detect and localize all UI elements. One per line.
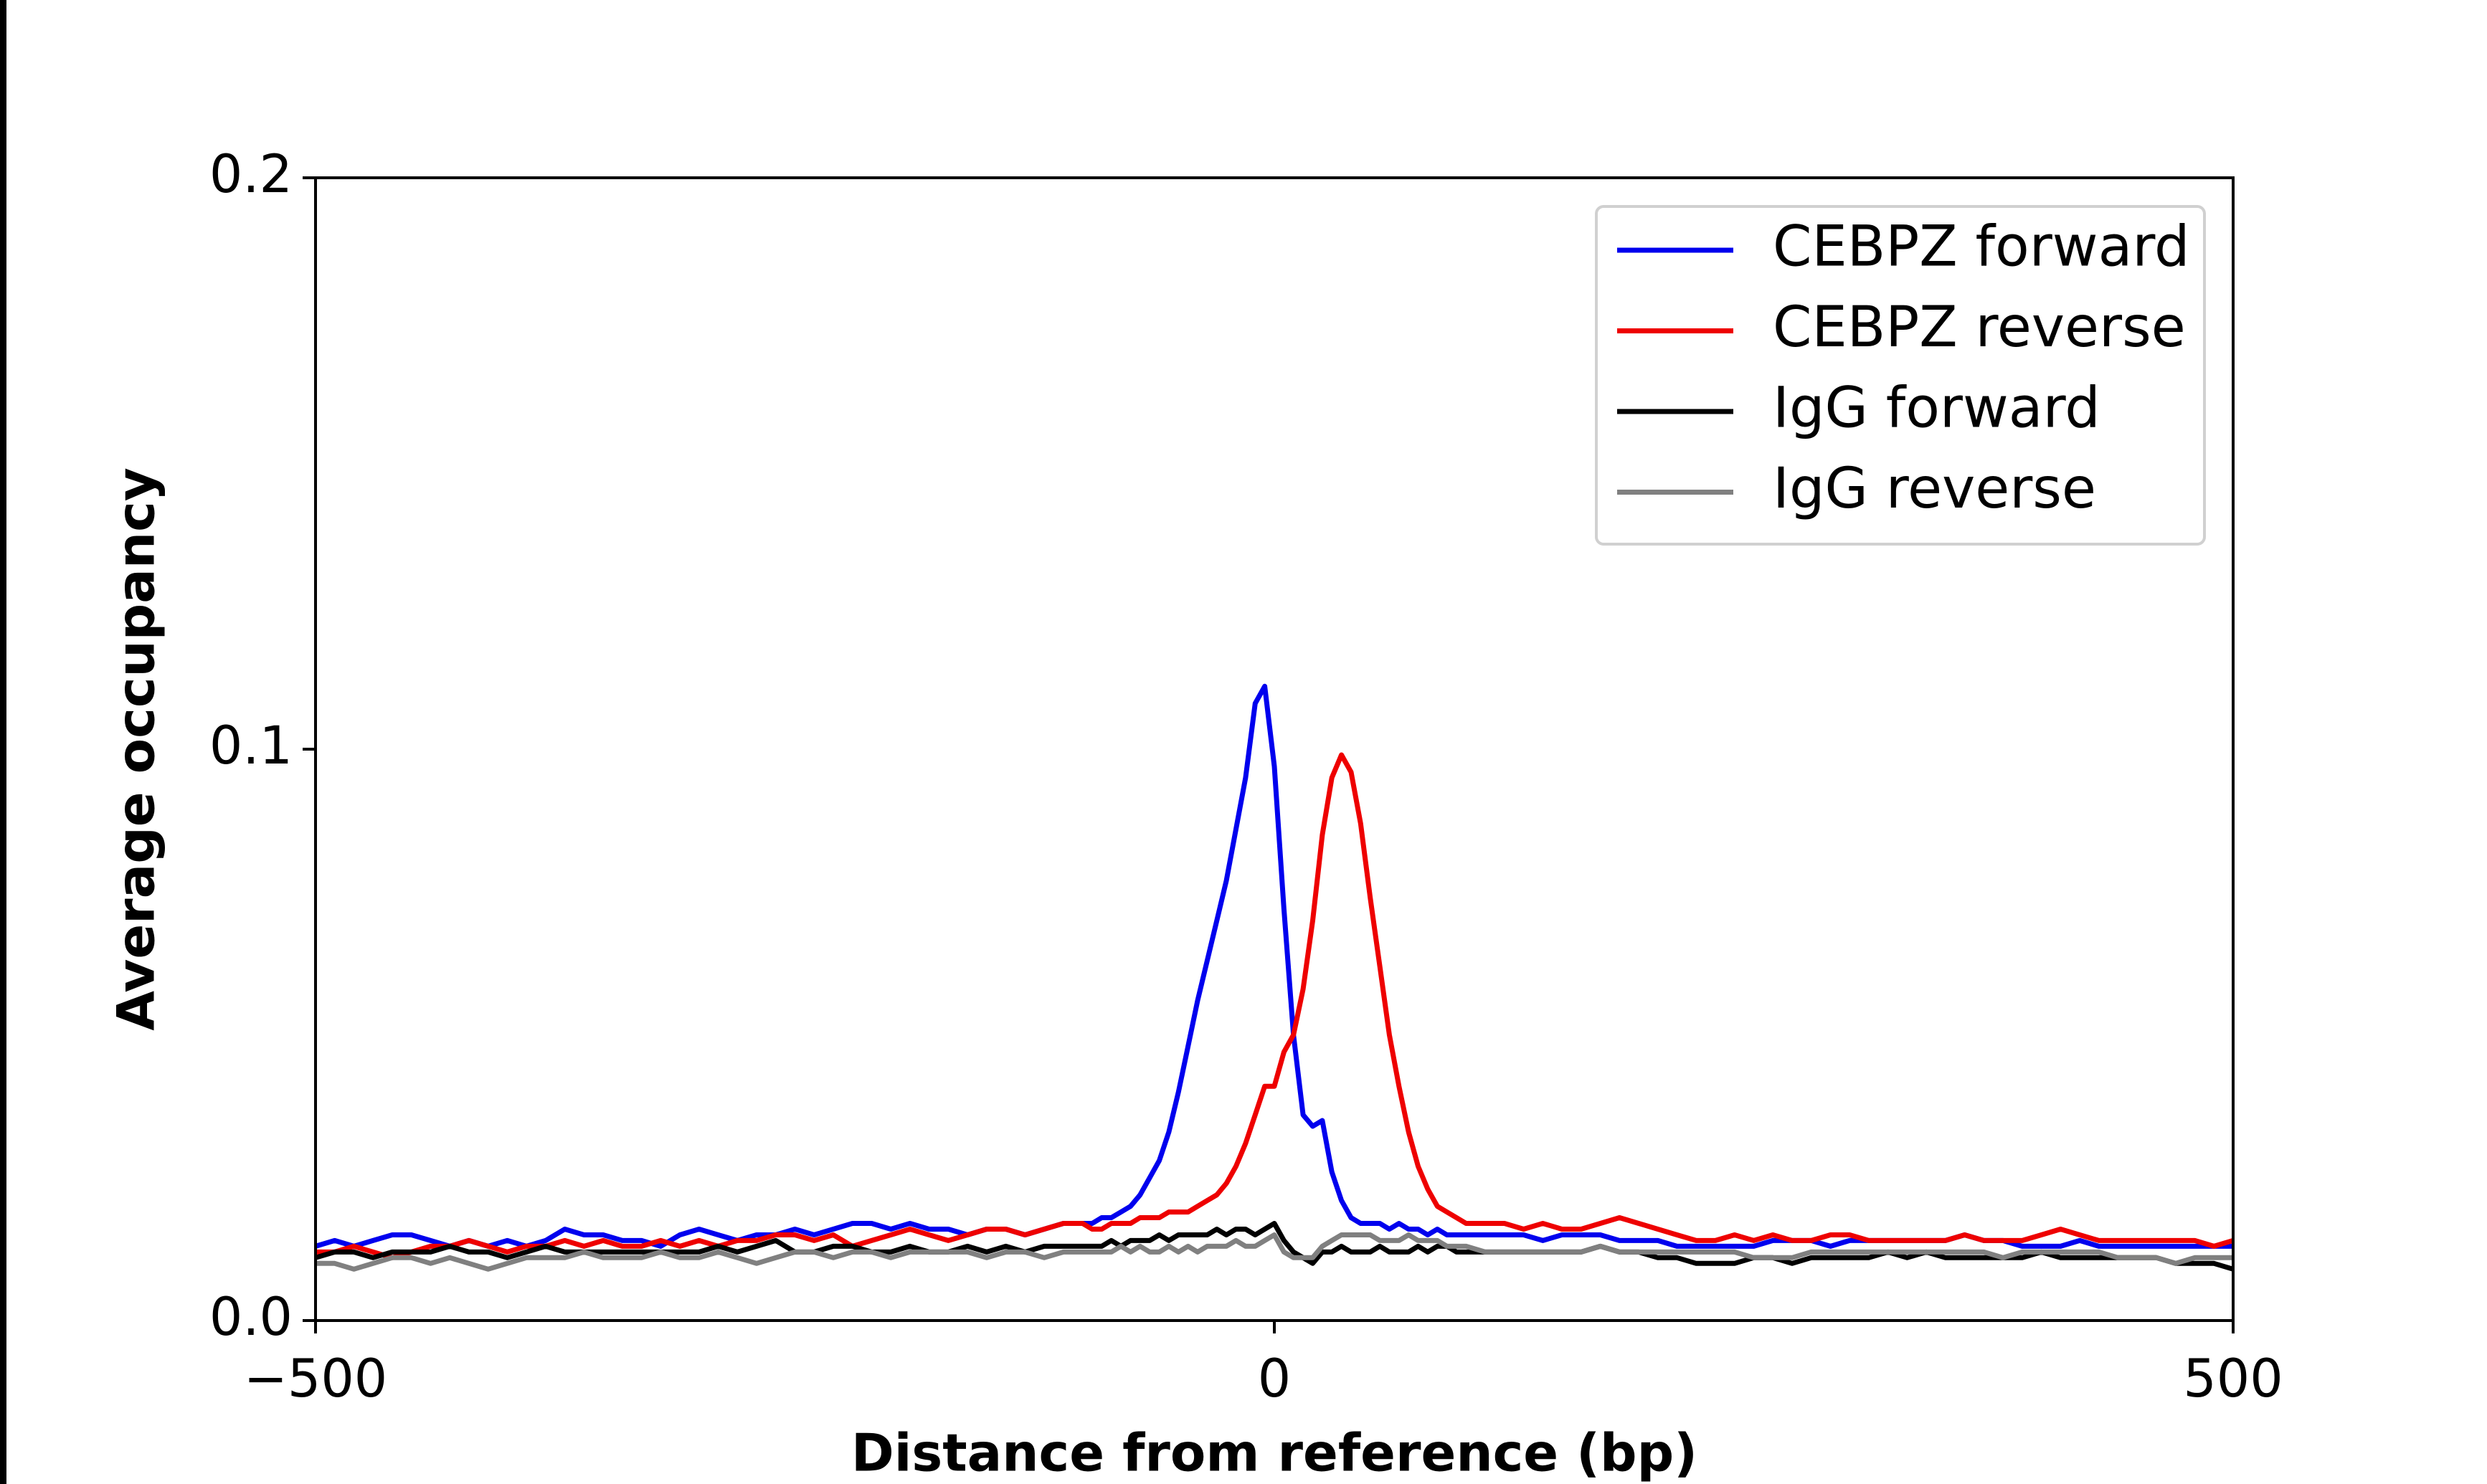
y-tick-label: 0.1 [209,715,293,776]
series-line [316,752,2235,1260]
x-axis-label: Distance from reference (bp) [851,1423,1697,1483]
edge-bar [0,0,6,1484]
legend-label: IgG forward [1773,376,2100,440]
y-axis-label: Average occupancy [106,467,166,1031]
series-line [315,1221,2235,1272]
series-line [314,683,2233,1249]
x-tick-label: −500 [244,1349,388,1409]
legend-label: CEBPZ forward [1773,214,2190,279]
series-line [316,1232,2233,1272]
legend-label: CEBPZ reverse [1773,295,2186,360]
legend-box [1595,205,2206,546]
y-tick-label: 0.0 [209,1287,293,1348]
plot-frame [314,176,2235,1322]
x-tick-label: 0 [1258,1349,1291,1409]
legend-label: IgG reverse [1773,457,2096,521]
y-tick-label: 0.2 [209,144,293,205]
x-tick-label: 500 [2183,1349,2283,1409]
